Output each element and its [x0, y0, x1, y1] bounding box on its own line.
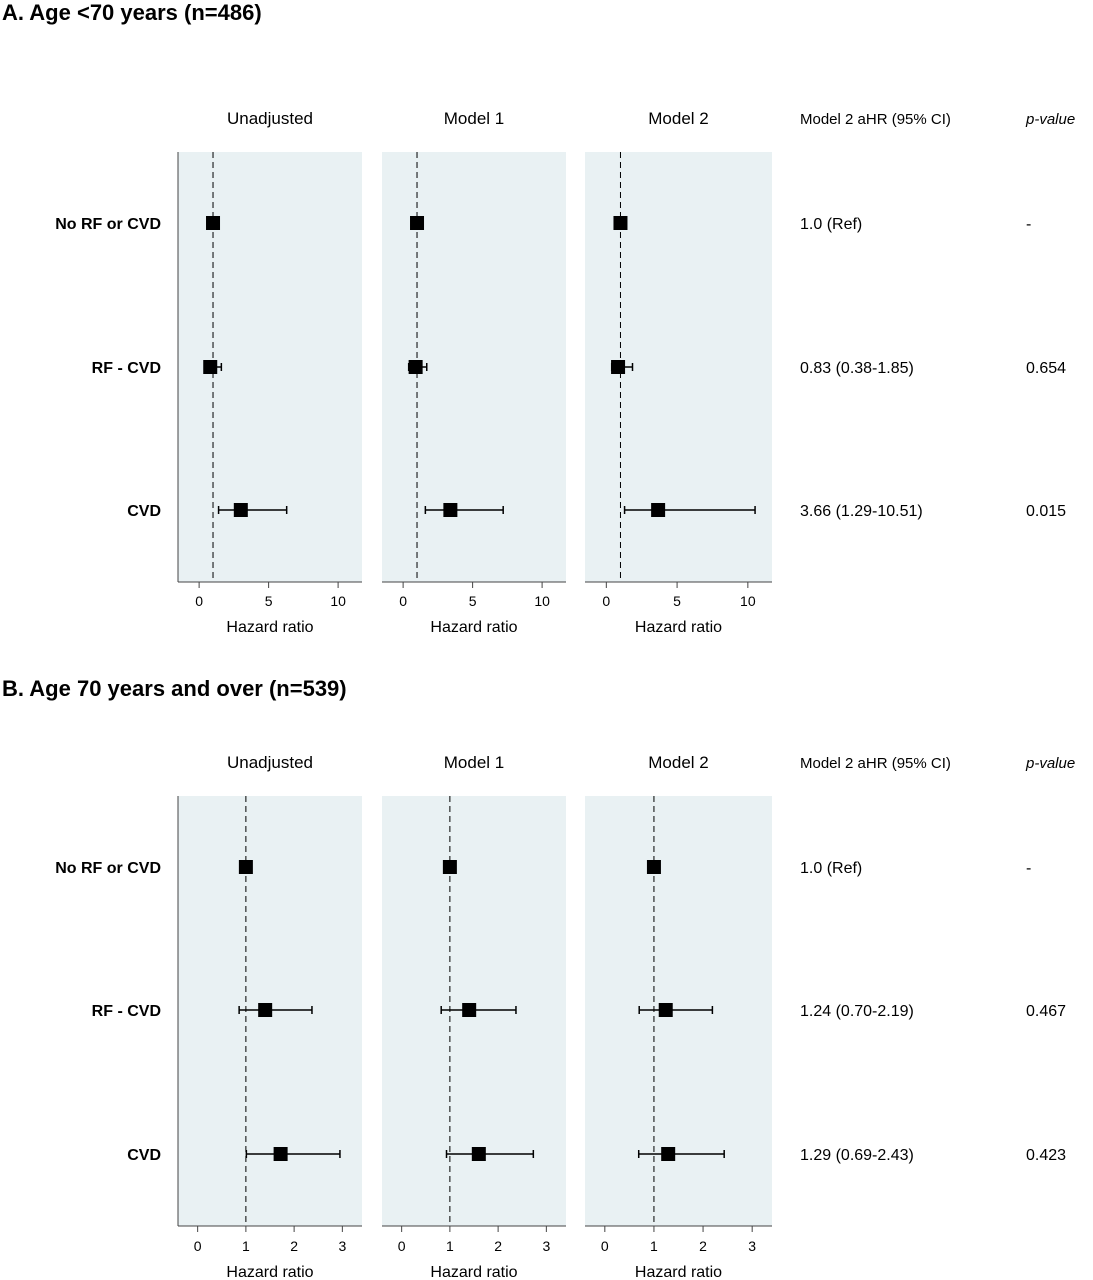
- x-tick-label: 3: [542, 1238, 550, 1254]
- x-axis-label: Hazard ratio: [635, 619, 722, 636]
- x-tick-label: 0: [398, 1238, 406, 1254]
- x-axis-label: Hazard ratio: [226, 619, 313, 636]
- x-axis-label: Hazard ratio: [226, 1264, 313, 1280]
- x-tick-label: 1: [242, 1238, 250, 1254]
- pvalue-value: 0.015: [1026, 503, 1066, 520]
- estimate-value: 1.0 (Ref): [800, 860, 862, 877]
- hr-point-marker: [661, 1147, 676, 1161]
- hr-point-marker: [203, 360, 218, 374]
- panel-background: [585, 796, 772, 1226]
- row-label: No RF or CVD: [55, 216, 161, 233]
- x-tick-label: 0: [195, 593, 203, 609]
- hr-point-marker: [442, 860, 457, 874]
- pvalue-value: 0.654: [1026, 360, 1066, 377]
- estimate-column-header: Model 2 aHR (95% CI): [800, 755, 951, 772]
- x-tick-label: 10: [740, 593, 756, 609]
- x-tick-label: 0: [602, 593, 610, 609]
- hr-point-marker: [462, 1003, 477, 1017]
- x-tick-label: 0: [194, 1238, 202, 1254]
- hr-point-marker: [238, 860, 253, 874]
- hr-point-marker: [258, 1003, 273, 1017]
- panel-title: Model 2: [648, 109, 708, 128]
- hr-point-marker: [471, 1147, 486, 1161]
- hr-point-marker: [646, 860, 661, 874]
- x-tick-label: 10: [330, 593, 346, 609]
- hr-point-marker: [443, 503, 458, 517]
- x-tick-label: 2: [699, 1238, 707, 1254]
- x-tick-label: 5: [673, 593, 681, 609]
- x-tick-label: 2: [494, 1238, 502, 1254]
- x-tick-label: 2: [290, 1238, 298, 1254]
- x-tick-label: 1: [650, 1238, 658, 1254]
- x-tick-label: 5: [469, 593, 477, 609]
- x-tick-label: 0: [399, 593, 407, 609]
- estimate-value: 3.66 (1.29-10.51): [800, 503, 923, 520]
- x-tick-label: 1: [446, 1238, 454, 1254]
- row-label: CVD: [127, 503, 161, 520]
- section-title-a: A. Age <70 years (n=486): [2, 0, 262, 25]
- section-title-b: B. Age 70 years and over (n=539): [2, 676, 347, 701]
- x-axis-label: Hazard ratio: [430, 1264, 517, 1280]
- x-tick-label: 0: [601, 1238, 609, 1254]
- estimate-column-header: Model 2 aHR (95% CI): [800, 111, 951, 128]
- hr-point-marker: [613, 216, 628, 230]
- estimate-value: 1.24 (0.70-2.19): [800, 1003, 914, 1020]
- pvalue-column-header: p-value: [1025, 755, 1075, 772]
- panel-title: Unadjusted: [227, 109, 313, 128]
- hr-point-marker: [651, 503, 666, 517]
- panel-title: Model 1: [444, 109, 504, 128]
- panel-title: Model 1: [444, 753, 504, 772]
- pvalue-column-header: p-value: [1025, 111, 1075, 128]
- estimate-value: 1.29 (0.69-2.43): [800, 1147, 914, 1164]
- hr-point-marker: [611, 360, 626, 374]
- x-tick-label: 3: [338, 1238, 346, 1254]
- panel-title: Unadjusted: [227, 753, 313, 772]
- panel-title: Model 2: [648, 753, 708, 772]
- x-tick-label: 5: [265, 593, 273, 609]
- estimate-value: 1.0 (Ref): [800, 216, 862, 233]
- pvalue-value: -: [1026, 860, 1031, 877]
- estimate-value: 0.83 (0.38-1.85): [800, 360, 914, 377]
- x-axis-label: Hazard ratio: [635, 1264, 722, 1280]
- hr-point-marker: [273, 1147, 288, 1161]
- x-tick-label: 10: [534, 593, 550, 609]
- hr-point-marker: [658, 1003, 673, 1017]
- pvalue-value: -: [1026, 216, 1031, 233]
- hr-point-marker: [410, 216, 425, 230]
- row-label: CVD: [127, 1147, 161, 1164]
- row-label: RF - CVD: [92, 1003, 161, 1020]
- hr-point-marker: [233, 503, 248, 517]
- row-label: RF - CVD: [92, 360, 161, 377]
- pvalue-value: 0.423: [1026, 1147, 1066, 1164]
- x-axis-label: Hazard ratio: [430, 619, 517, 636]
- hr-point-marker: [408, 360, 423, 374]
- hr-point-marker: [206, 216, 221, 230]
- row-label: No RF or CVD: [55, 860, 161, 877]
- pvalue-value: 0.467: [1026, 1003, 1066, 1020]
- x-tick-label: 3: [748, 1238, 756, 1254]
